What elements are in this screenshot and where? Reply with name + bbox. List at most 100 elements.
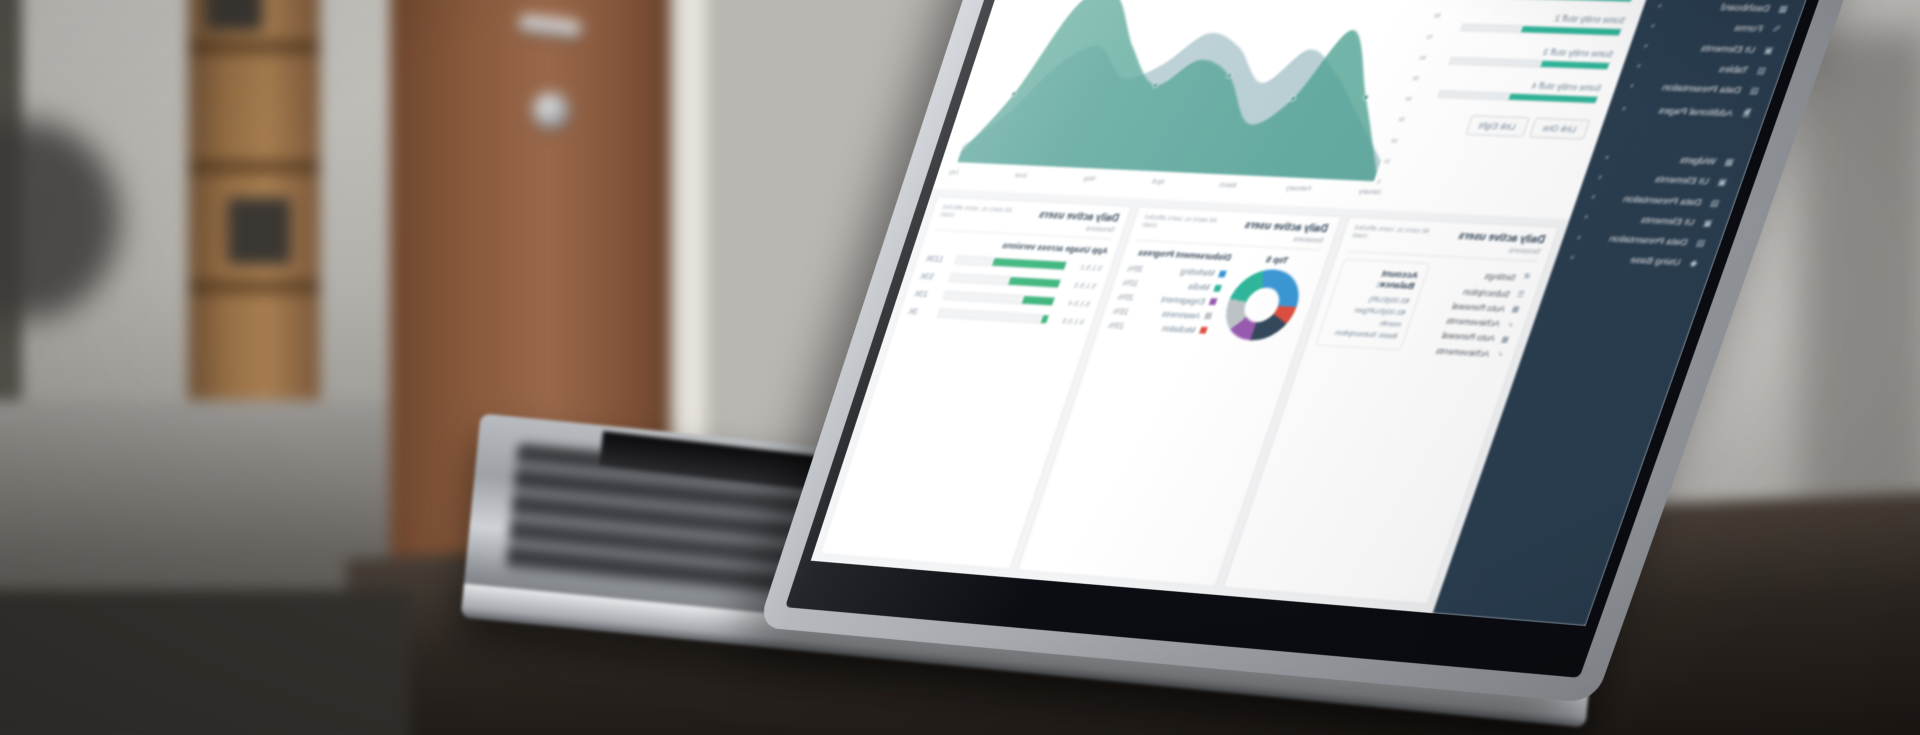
progress-track <box>1437 90 1599 104</box>
svg-text:10: 10 <box>1383 159 1391 165</box>
progress-fill <box>1520 26 1621 36</box>
legend-label: Mediation <box>1160 323 1197 335</box>
chevron-down-icon: ▾ <box>1569 254 1575 262</box>
sidebar-item-icon: ▣ <box>1716 177 1729 188</box>
svg-text:March: March <box>1218 182 1237 190</box>
app-usage-row: 5.1.5.3 53K <box>919 271 1098 290</box>
svg-text:0: 0 <box>1376 179 1381 185</box>
door-lock <box>532 92 570 130</box>
progress-track <box>1471 0 1635 3</box>
sidebar-item-label: UI Elements <box>1639 214 1697 229</box>
sidebar-item-icon: ✎ <box>1770 24 1782 35</box>
settings-item-label: Subscription <box>1461 286 1512 300</box>
progress-group: Some entity stuff 2 <box>1459 11 1627 37</box>
usage-bar-track <box>948 272 1062 289</box>
svg-text:80: 80 <box>1433 14 1441 20</box>
progress-label: Some entity stuff 2 <box>1553 13 1627 26</box>
sidebar-item[interactable]: 🗎 Additional Pages ▾ <box>1604 96 1771 127</box>
legend-percent: 10% <box>1121 277 1140 289</box>
sidebar-item-label: Dashboard <box>1719 2 1772 15</box>
legend-color-swatch <box>1208 298 1217 306</box>
svg-text:January: January <box>1357 188 1382 196</box>
sidebar-item-label: UI Elements <box>1699 42 1758 56</box>
usage-bar-track <box>954 255 1068 271</box>
usage-value: 123K <box>924 253 945 264</box>
usage-bar-fill <box>1021 296 1055 306</box>
link-button[interactable]: Link Eight <box>1465 115 1530 138</box>
progress-fill <box>1507 0 1633 2</box>
sidebar-item-label: Data Presentation <box>1660 82 1743 97</box>
sidebar-item-icon: ▦ <box>1777 3 1790 15</box>
app-usage-row: 5.1.5.5 3K <box>907 306 1086 326</box>
chevron-down-icon: ▾ <box>1628 83 1635 91</box>
settings-item-label: Achievements <box>1444 315 1502 329</box>
disbursement-title: Disbursement Progress <box>1136 247 1233 263</box>
link-button[interactable]: Link One <box>1528 117 1591 140</box>
settings-item-icon: ✓ <box>1495 349 1505 359</box>
link-buttons: Link One Link Eight <box>1425 114 1591 140</box>
progress-track <box>1448 56 1611 71</box>
shelf-object <box>206 0 262 30</box>
sidebar-item-icon: ▤ <box>1694 237 1707 249</box>
version-label: 5.1.5.5 <box>1061 316 1086 326</box>
legend-percent: 20% <box>1116 291 1135 303</box>
balance-title: Account Balance: <box>1374 268 1420 292</box>
svg-text:June: June <box>1013 172 1028 179</box>
settings-item-label: Auto Renewal <box>1440 330 1497 344</box>
usage-value: 53K <box>918 271 935 282</box>
settings-item-icon: ☰ <box>1515 290 1526 300</box>
shelf-edge <box>188 160 320 174</box>
desk-shadow <box>0 590 410 735</box>
progress-fill <box>1540 60 1610 70</box>
foreground-series <box>957 0 1436 182</box>
settings-item-label: Auto Renewal <box>1450 301 1507 314</box>
top5-title: Top 5 <box>1264 254 1290 266</box>
settings-item-icon: ✓ <box>1505 319 1516 330</box>
legend-label: Awareness <box>1160 308 1202 321</box>
usage-value: 23K <box>912 288 930 299</box>
chevron-down-icon: ▾ <box>1596 174 1603 182</box>
progress-track <box>1459 23 1623 37</box>
network-activities-chart: 0102030405060708090100JanuaryFebruaryMar… <box>943 0 1472 207</box>
legend-label: Engagement <box>1159 294 1207 307</box>
progress-group: Some entity stuff 4 <box>1437 77 1603 104</box>
svg-text:50: 50 <box>1412 76 1420 82</box>
screen-viewport: Welcome, Anthony Mallya ⌂ Home ▾ <box>810 0 1868 627</box>
sidebar-item-icon: ▣ <box>1701 217 1714 229</box>
chevron-down-icon: ▾ <box>1576 234 1582 242</box>
legend-percent: 30% <box>1126 263 1145 275</box>
laptop-screen: Welcome, Anthony Mallya ⌂ Home ▾ <box>757 0 1919 704</box>
sidebar-item-icon: ▥ <box>1755 65 1768 76</box>
usage-bar-track <box>942 290 1057 307</box>
sidebar-item-icon: ◆ <box>1688 257 1699 269</box>
legend-color-swatch <box>1213 284 1222 292</box>
chevron-down-icon: ▾ <box>1589 194 1596 202</box>
sidebar-item-label: Additional Pages <box>1657 105 1735 119</box>
sidebar-item-label: Data Presentation <box>1607 233 1690 249</box>
sidebar-item-icon: ▤ <box>1709 197 1722 208</box>
chevron-down-icon: ▾ <box>1582 214 1589 222</box>
progress-group: Some entity stuff 3 <box>1448 44 1615 71</box>
progress-group: Some entity stuff 1 <box>1471 0 1638 3</box>
card-note: All users vs. users affected crash <box>1140 214 1218 230</box>
svg-text:April: April <box>1151 179 1165 186</box>
app-usage-title: App Usage across versions <box>1001 240 1110 256</box>
svg-text:July: July <box>947 169 960 176</box>
sidebar-item-label: Forms <box>1732 23 1765 36</box>
usage-bar-fill <box>1007 277 1061 288</box>
sidebar-item-icon: 🗎 <box>1741 107 1753 119</box>
laptop-display: Welcome, Anthony Mallya ⌂ Home ▾ <box>785 0 1885 678</box>
progress-list: Some entity stuff 1 Some entity stuff 2 <box>1437 0 1639 104</box>
area-chart-svg: 0102030405060708090100JanuaryFebruaryMar… <box>947 0 1441 196</box>
donut-legend: Marketing 30% Media 10% <box>1107 262 1228 338</box>
app-usage-row: 5.1.5.4 23K <box>913 289 1092 309</box>
version-label: 5.1.5.4 <box>1067 298 1092 308</box>
settings-list: 🗎 Settings ☰ Subscription ▦ Auto <box>1407 264 1535 362</box>
chart-section: Some entity stuff 1 Some entity stuff 2 <box>932 0 1659 220</box>
settings-item-label: Achievements <box>1434 345 1492 359</box>
chevron-down-icon: ▾ <box>1635 63 1642 71</box>
version-label: 5.1.5.3 <box>1073 280 1098 291</box>
chevron-down-icon: ▾ <box>1603 154 1610 162</box>
main-content: Welcome to Gentelella Alela Admin Theme!… <box>810 0 1708 614</box>
